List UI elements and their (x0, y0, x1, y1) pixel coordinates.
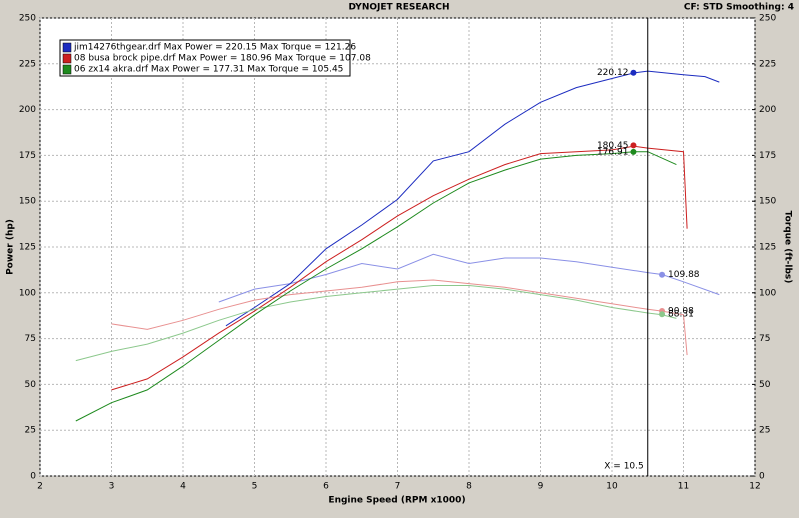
legend-label: 08 busa brock pipe.drf Max Power = 180.9… (74, 54, 371, 64)
y2-tick-label: 150 (759, 197, 776, 207)
y2-tick-label: 175 (759, 151, 776, 161)
marker (630, 142, 637, 149)
marker-label: 90.08 (668, 306, 694, 316)
legend-swatch (62, 42, 72, 53)
marker-label: 220.12 (597, 68, 629, 78)
marker-label: 88.31 (668, 310, 694, 320)
marker (630, 69, 637, 76)
legend-swatch (62, 53, 72, 64)
y-tick-label: 200 (19, 105, 36, 115)
legend-swatch (62, 64, 72, 75)
y2-tick-label: 25 (759, 426, 770, 436)
x-tick-label: 12 (749, 482, 760, 492)
x-tick-label: 5 (252, 482, 258, 492)
y-tick-label: 0 (30, 472, 36, 482)
y2-tick-label: 200 (759, 105, 776, 115)
y-tick-label: 150 (19, 197, 36, 207)
data-line (225, 70, 720, 327)
x-tick-label: 4 (180, 482, 186, 492)
cursor-label: X = 10.5 (604, 462, 643, 472)
y2-tick-label: 50 (759, 380, 771, 390)
y-tick-label: 50 (25, 380, 37, 390)
marker (630, 148, 637, 155)
marker (659, 271, 666, 278)
x-tick-label: 7 (395, 482, 401, 492)
y2-tick-label: 225 (759, 59, 776, 69)
y-tick-label: 25 (25, 426, 36, 436)
marker-label: 180.45 (597, 141, 629, 151)
legend-box (59, 39, 351, 77)
y-tick-label: 75 (25, 334, 36, 344)
x-tick-label: 8 (466, 482, 472, 492)
y2-tick-label: 75 (759, 334, 770, 344)
y-tick-label: 125 (19, 243, 36, 253)
chart-title: DYNOJET RESEARCH (348, 3, 449, 13)
settings-text: CF: STD Smoothing: 4 (684, 3, 794, 13)
x-tick-label: 2 (37, 482, 43, 492)
data-line (218, 253, 720, 303)
y2-axis-label: Torque (ft-lbs) (783, 211, 793, 284)
x-tick-label: 11 (678, 482, 689, 492)
x-tick-label: 10 (606, 482, 618, 492)
data-line (75, 151, 677, 422)
marker (659, 311, 666, 318)
marker-label: 109.88 (668, 270, 700, 280)
marker-label: 176.91 (597, 147, 629, 157)
legend-label: 06 zx14 akra.drf Max Power = 177.31 Max … (74, 65, 343, 75)
x-tick-label: 6 (323, 482, 329, 492)
y-tick-label: 225 (19, 59, 36, 69)
y-tick-label: 100 (19, 288, 36, 298)
y2-tick-label: 100 (759, 288, 776, 298)
y-axis-label: Power (hp) (6, 219, 16, 275)
legend-label: jim14276thgear.drf Max Power = 220.15 Ma… (73, 43, 356, 53)
y2-tick-label: 250 (759, 14, 776, 24)
y-tick-label: 175 (19, 151, 36, 161)
data-line (75, 285, 677, 362)
x-tick-label: 3 (109, 482, 115, 492)
y2-tick-label: 125 (759, 243, 776, 253)
x-tick-label: 9 (538, 482, 544, 492)
x-axis-label: Engine Speed (RPM x1000) (328, 496, 465, 506)
y-tick-label: 250 (19, 14, 36, 24)
y2-tick-label: 0 (759, 472, 765, 482)
